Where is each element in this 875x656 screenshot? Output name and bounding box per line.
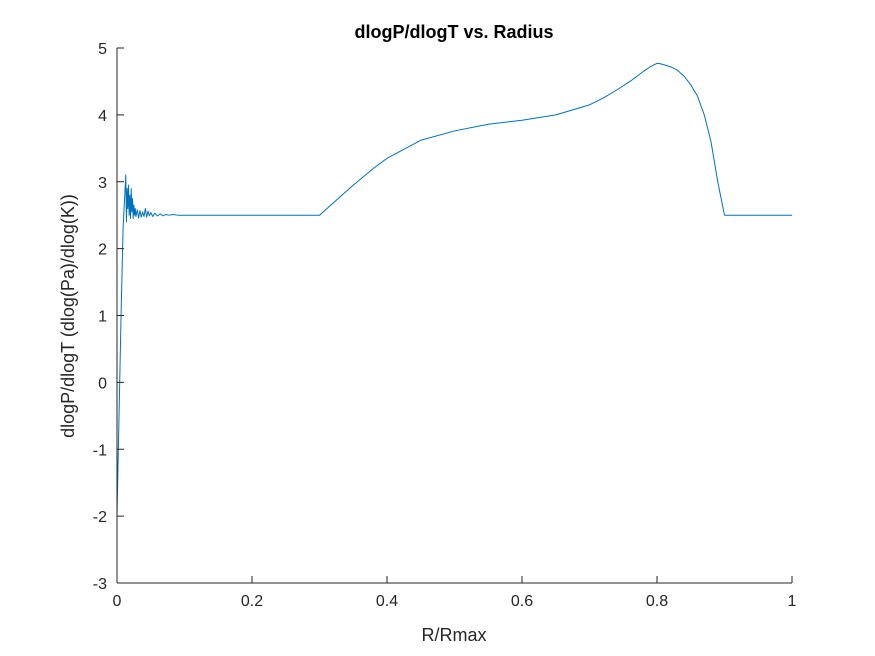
y-tick-label: -1 — [93, 442, 107, 459]
y-tick-label: 2 — [98, 242, 107, 259]
y-tick-label: 5 — [98, 41, 107, 58]
x-tick-label: 1 — [788, 593, 797, 610]
y-ticks: -3 -2 -1 0 1 2 3 4 5 — [93, 41, 124, 593]
y-tick-label: 4 — [98, 108, 107, 125]
series-line-0 — [116, 62, 792, 517]
y-axis-label: dlogP/dlogT (dlog(Pa)/dlog(K)) — [58, 194, 78, 438]
chart-title: dlogP/dlogT vs. Radius — [354, 22, 553, 42]
x-axis-label: R/Rmax — [421, 625, 486, 645]
y-tick-label: 3 — [98, 175, 107, 192]
y-tick-label: 1 — [98, 309, 107, 326]
x-tick-label: 0.8 — [646, 593, 668, 610]
y-tick-label: -3 — [93, 576, 107, 593]
plot-area — [117, 48, 792, 583]
y-tick-label: -2 — [93, 509, 107, 526]
x-ticks: 0 0.2 0.4 0.6 0.8 1 — [113, 576, 797, 610]
x-tick-label: 0.6 — [511, 593, 533, 610]
x-tick-label: 0.2 — [241, 593, 263, 610]
series-layer — [116, 62, 792, 517]
y-tick-label: 0 — [98, 375, 107, 392]
x-tick-label: 0 — [113, 593, 122, 610]
x-tick-label: 0.4 — [376, 593, 398, 610]
